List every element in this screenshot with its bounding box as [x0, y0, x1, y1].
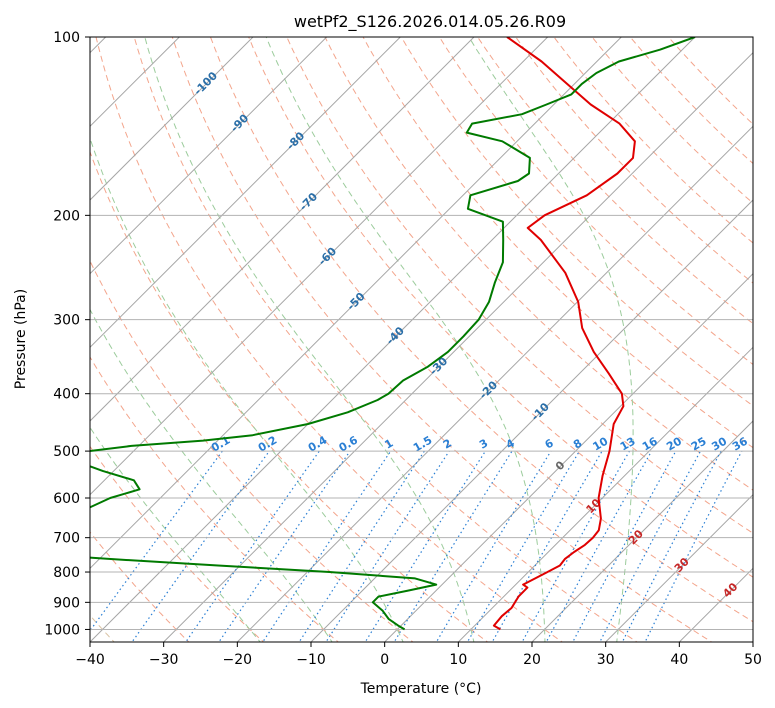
y-tick-label: 800	[53, 565, 80, 581]
isotherm-line	[605, 493, 753, 642]
mixing-ratio-line	[131, 450, 270, 642]
isotherm-label: -60	[316, 245, 339, 268]
isotherm-line	[531, 420, 753, 642]
isotherm-line	[90, 37, 328, 275]
mixing-ratio-line	[364, 450, 486, 642]
y-tick-label: 700	[53, 531, 80, 547]
y-tick-label: 300	[53, 313, 80, 329]
moist-adiabat-line	[90, 136, 404, 642]
isotherm-line	[310, 199, 753, 642]
mixing-ratio-line	[644, 450, 743, 642]
x-axis-title: Temperature (°C)	[360, 681, 482, 697]
y-tick-label: 1000	[44, 622, 80, 638]
x-tick-label: 30	[597, 652, 615, 668]
dry-adiabat-line	[286, 37, 753, 534]
mixing-ratio-line	[90, 450, 223, 632]
isotherm-line	[90, 37, 696, 642]
mixing-ratio-line	[325, 450, 450, 642]
mixing-ratio-label: 2	[441, 437, 454, 452]
isotherm-line	[90, 37, 549, 496]
mixing-ratio-line	[621, 450, 722, 642]
dry-adiabat-line	[90, 445, 265, 642]
y-tick-label: 600	[53, 491, 80, 507]
isotherm-line	[752, 641, 753, 642]
temperature-profile-line	[492, 37, 636, 631]
plot-frame	[89, 36, 754, 643]
isotherm-line	[236, 125, 753, 642]
mixing-ratio-line	[466, 450, 580, 642]
isotherm-line	[678, 567, 753, 642]
dry-adiabat-line	[133, 37, 638, 642]
mixing-ratio-line	[572, 450, 677, 642]
mixing-ratio-label: 4	[504, 436, 517, 451]
isotherm-label: -90	[228, 111, 251, 134]
x-tick-label: 40	[670, 652, 688, 668]
dewpoint-profile-line	[90, 37, 696, 631]
x-tick-label: −40	[75, 652, 105, 668]
dry-adiabat-line	[515, 37, 753, 284]
mixing-ratio-line	[218, 450, 351, 642]
x-tick-label: 0	[380, 652, 389, 668]
mixing-ratio-line	[491, 450, 603, 642]
isotherm-label: -50	[344, 290, 367, 313]
y-tick-label: 100	[53, 30, 80, 46]
dry-adiabat-line	[90, 356, 340, 642]
x-tick-label: −30	[149, 652, 179, 668]
dry-adiabat-line	[438, 37, 753, 366]
mixing-ratio-line	[393, 450, 513, 642]
y-tick-label: 500	[53, 444, 80, 460]
moist-adiabat-line	[90, 426, 261, 642]
mixing-ratio-line	[521, 450, 631, 642]
mixing-ratio-line	[262, 450, 392, 642]
isotherm-line	[90, 37, 254, 201]
dry-adiabat-line	[667, 37, 753, 125]
x-tick-label: −20	[223, 652, 253, 668]
isotherm-line	[163, 51, 753, 642]
plot-area: 0.1 0.2 0.4 0.6 1 1.5 2 3 4 6 8 10 13 16 20 25 30 36-100-…	[44, 30, 762, 668]
y-tick-label: 400	[53, 387, 80, 403]
dry-adiabat-line	[90, 150, 489, 642]
y-tick-label: 200	[53, 208, 80, 224]
isotherm-line	[90, 37, 622, 570]
mixing-ratio-label: 3	[477, 437, 490, 452]
y-axis-title: Pressure (hPa)	[13, 289, 29, 389]
moist-adiabat-line	[90, 308, 333, 642]
isotherm-line	[90, 37, 475, 422]
x-tick-label: 10	[449, 652, 467, 668]
dry-adiabat-line	[629, 37, 753, 165]
dry-adiabat-line	[90, 259, 414, 642]
mixing-ratio-line	[298, 450, 425, 642]
x-tick-label: 20	[523, 652, 541, 668]
mixing-ratio-label: 6	[543, 436, 556, 451]
y-tick-label: 900	[53, 595, 80, 611]
dry-adiabat-line	[362, 37, 753, 449]
chart-title: wetPf2_S126.2026.014.05.26.R09	[294, 12, 566, 32]
isotherm-line	[457, 346, 753, 642]
isotherm-line	[384, 272, 753, 642]
x-tick-label: −10	[296, 652, 326, 668]
isotherm-line	[90, 37, 401, 349]
isotherm-label: -10	[529, 400, 552, 423]
x-tick-label: 50	[744, 652, 762, 668]
mixing-ratio-line	[435, 450, 552, 642]
